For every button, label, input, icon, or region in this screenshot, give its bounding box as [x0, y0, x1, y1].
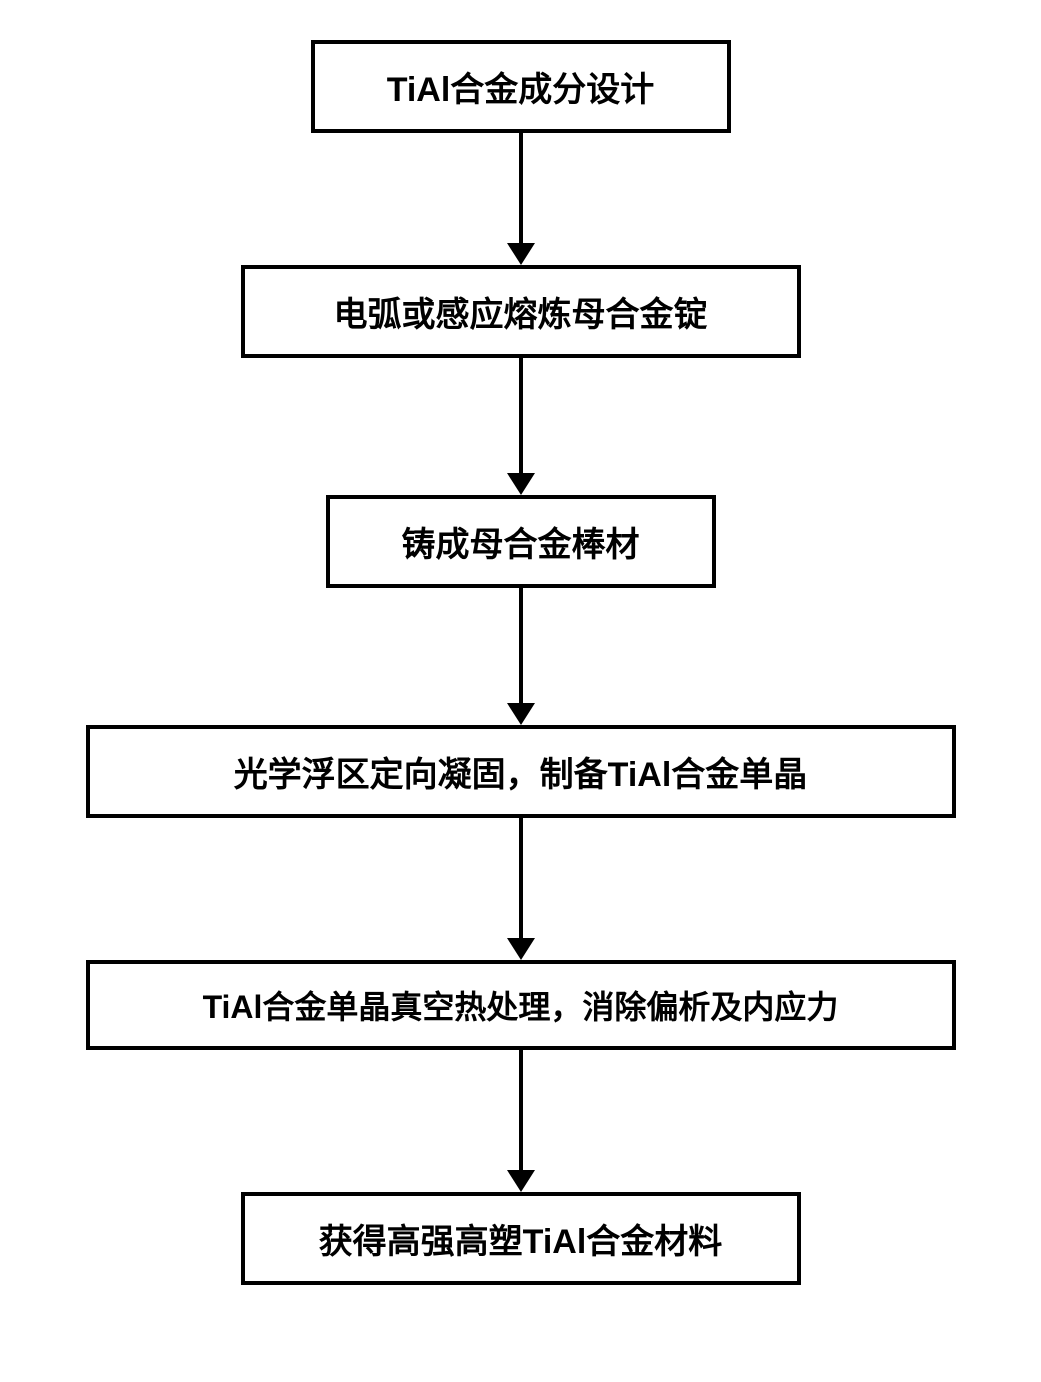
arrow-line: [519, 818, 523, 938]
step-label: 光学浮区定向凝固，制备TiAl合金单晶: [234, 747, 808, 796]
arrow-head: [507, 243, 535, 265]
step-box-1: TiAl合金成分设计: [311, 40, 731, 133]
arrow-head: [507, 938, 535, 960]
step-label: TiAl合金成分设计: [387, 62, 655, 111]
arrow-line: [519, 358, 523, 473]
step-label: 获得高强高塑TiAl合金材料: [319, 1214, 723, 1263]
flowchart-container: TiAl合金成分设计 电弧或感应熔炼母合金锭 铸成母合金棒材 光学浮区定向凝固，…: [0, 0, 1041, 1285]
arrow-4: [507, 818, 535, 960]
arrow-line: [519, 133, 523, 243]
arrow-head: [507, 703, 535, 725]
step-box-3: 铸成母合金棒材: [326, 495, 716, 588]
step-box-2: 电弧或感应熔炼母合金锭: [241, 265, 801, 358]
arrow-1: [507, 133, 535, 265]
step-box-4: 光学浮区定向凝固，制备TiAl合金单晶: [86, 725, 956, 818]
step-label: TiAl合金单晶真空热处理，消除偏析及内应力: [203, 982, 839, 1028]
arrow-2: [507, 358, 535, 495]
arrow-head: [507, 1170, 535, 1192]
step-label: 电弧或感应熔炼母合金锭: [334, 287, 708, 336]
step-box-5: TiAl合金单晶真空热处理，消除偏析及内应力: [86, 960, 956, 1050]
arrow-3: [507, 588, 535, 725]
arrow-5: [507, 1050, 535, 1192]
arrow-line: [519, 1050, 523, 1170]
step-label: 铸成母合金棒材: [402, 517, 640, 566]
arrow-head: [507, 473, 535, 495]
step-box-6: 获得高强高塑TiAl合金材料: [241, 1192, 801, 1285]
arrow-line: [519, 588, 523, 703]
